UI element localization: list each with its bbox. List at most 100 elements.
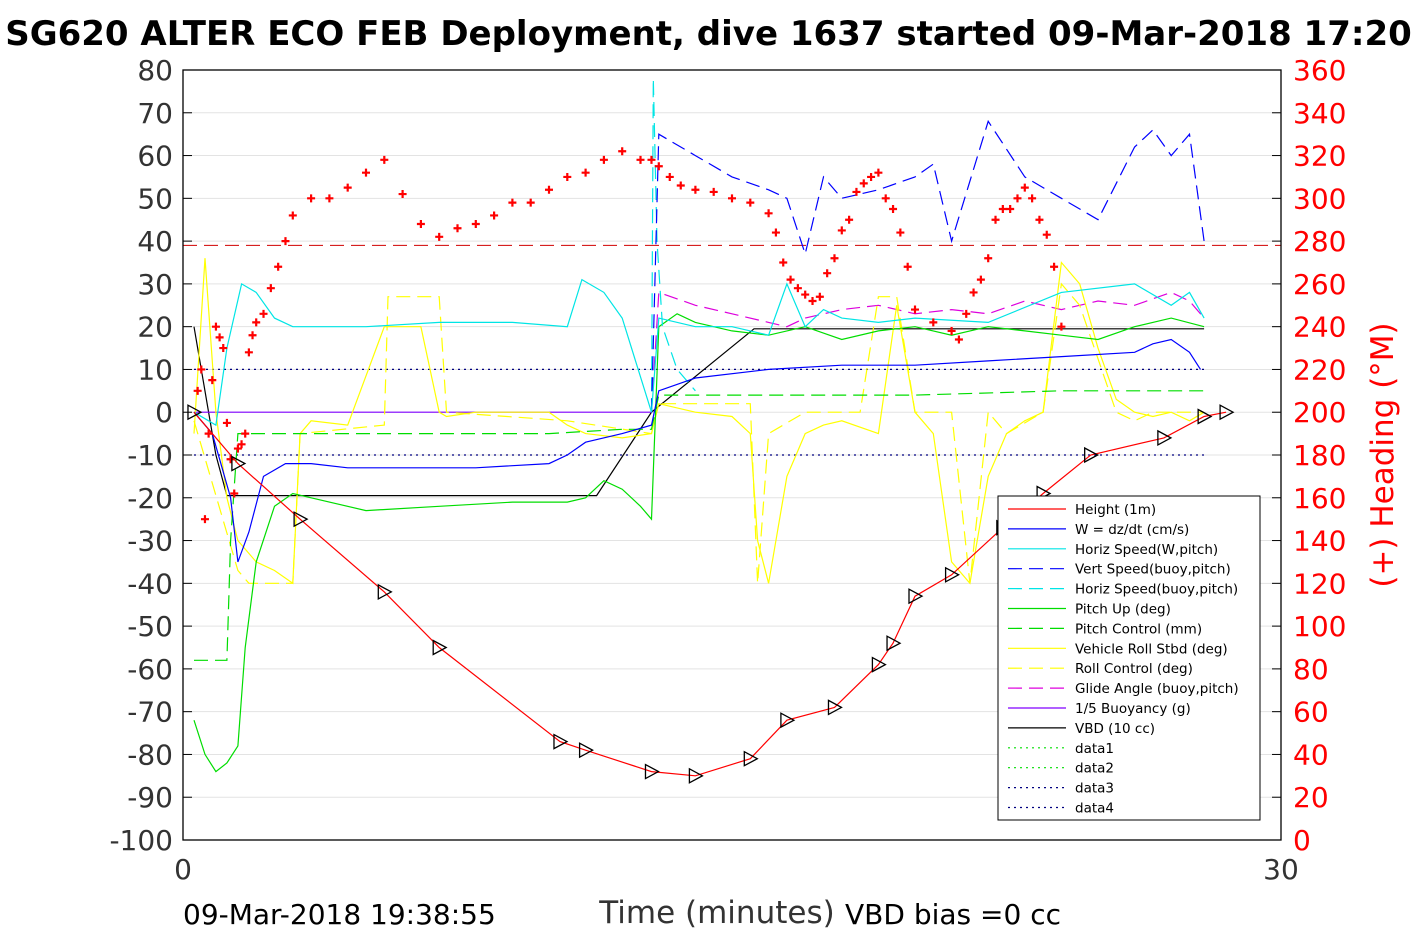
axis-ticks: 80706050403020100-10-20-30-40-50-60-70-8… [109, 54, 1346, 886]
heading-marker [222, 418, 231, 427]
heading-marker [691, 185, 700, 194]
y-right-tick-label: 200 [1293, 396, 1346, 429]
y-tick-label: -50 [127, 610, 173, 643]
y-right-tick-label: 260 [1293, 268, 1346, 301]
series-line-9 [193, 282, 1205, 584]
heading-marker [823, 269, 832, 278]
heading-marker [764, 209, 773, 218]
y-right-tick-label: 160 [1293, 482, 1346, 515]
heading-marker [204, 429, 213, 438]
y-tick-label: -20 [127, 482, 173, 515]
height-marker [688, 767, 704, 784]
y-right-tick-label: 60 [1293, 696, 1329, 729]
heading-marker [471, 220, 480, 228]
heading-marker [830, 254, 839, 263]
x-tick-label: 30 [1263, 853, 1299, 886]
heading-marker [954, 335, 963, 344]
heading-marker [380, 155, 389, 164]
y-tick-label: 10 [137, 353, 173, 386]
series-line-4 [650, 119, 1205, 413]
height-marker [871, 656, 887, 673]
heading-marker [903, 262, 912, 271]
heading-marker [665, 172, 674, 181]
heading-marker [266, 284, 275, 293]
heading-marker [200, 515, 209, 524]
height-markers [187, 404, 1235, 784]
legend-label: Pitch Up (deg) [1075, 602, 1171, 618]
heading-marker [969, 288, 978, 297]
height-marker [578, 742, 594, 759]
y-tick-label: 70 [137, 97, 173, 130]
series-line-3 [193, 278, 1205, 427]
heading-marker [911, 305, 919, 314]
heading-markers [194, 147, 1066, 524]
heading-marker [852, 187, 861, 196]
heading-marker [859, 179, 868, 188]
height-marker [1084, 446, 1100, 464]
heading-marker [896, 228, 905, 237]
y-tick-label: 50 [137, 182, 173, 215]
y-axis-right-label: (+) Heading (°M) [1365, 322, 1401, 587]
y-tick-label: -30 [127, 525, 173, 558]
y-tick-label: -40 [127, 567, 173, 600]
heading-marker [786, 275, 795, 284]
heading-marker [398, 190, 407, 199]
heading-marker [984, 254, 993, 263]
y-tick-label: 80 [137, 54, 173, 87]
legend-label: Horiz Speed(buoy,pitch) [1075, 582, 1238, 598]
vbd-bias-label: VBD bias =0 cc [845, 898, 1061, 931]
heading-marker [416, 220, 425, 228]
series-line-2 [193, 338, 1202, 563]
heading-marker [241, 429, 250, 438]
y-right-tick-label: 220 [1293, 353, 1346, 386]
height-marker [908, 588, 924, 605]
height-marker [944, 566, 960, 583]
y-right-tick-label: 280 [1293, 225, 1346, 258]
chart-title: SG620 ALTER ECO FEB Deployment, dive 163… [5, 14, 1412, 54]
heading-marker [362, 168, 370, 177]
legend-label: data2 [1075, 761, 1114, 777]
heading-marker [288, 211, 297, 220]
heading-marker [211, 322, 220, 331]
heading-marker [248, 331, 257, 340]
heading-marker [244, 348, 253, 357]
legend-label: Height (1m) [1075, 502, 1156, 518]
heading-marker [676, 181, 685, 190]
y-right-tick-label: 120 [1293, 567, 1346, 600]
heading-marker [435, 232, 444, 241]
heading-marker [219, 344, 228, 353]
y-tick-label: -80 [127, 738, 173, 771]
heading-marker [947, 326, 956, 335]
heading-marker [581, 168, 590, 177]
heading-marker [837, 226, 846, 235]
y-right-tick-label: 80 [1293, 653, 1329, 686]
height-marker [553, 733, 569, 750]
legend-label: Vert Speed(buoy,pitch) [1075, 562, 1231, 578]
heading-marker [1057, 322, 1066, 331]
heading-marker [215, 333, 224, 342]
heading-marker [233, 444, 242, 453]
heading-marker [508, 198, 517, 207]
heading-marker [771, 228, 780, 237]
legend-label: Vehicle Roll Stbd (deg) [1075, 641, 1228, 657]
height-marker [743, 750, 759, 767]
height-marker [780, 712, 796, 729]
heading-marker [962, 309, 971, 318]
legend: Height (1m) W = dz/dt (cm/s) Horiz Speed(W… [997, 495, 1261, 821]
series-line-10 [650, 291, 1205, 413]
heading-marker [845, 215, 854, 224]
heading-marker [453, 224, 462, 233]
heading-marker [545, 185, 553, 194]
series-line-5 [650, 78, 696, 413]
y-tick-label: -90 [127, 781, 173, 814]
y-tick-label: 20 [137, 311, 173, 344]
heading-marker [618, 147, 627, 156]
y-right-tick-label: 180 [1293, 439, 1346, 472]
height-marker [1219, 404, 1235, 421]
y-right-tick-label: 0 [1293, 824, 1311, 857]
series-line-12 [193, 326, 1205, 497]
heading-marker [1020, 183, 1029, 192]
heading-marker [526, 198, 535, 207]
y-right-tick-label: 140 [1293, 525, 1346, 558]
